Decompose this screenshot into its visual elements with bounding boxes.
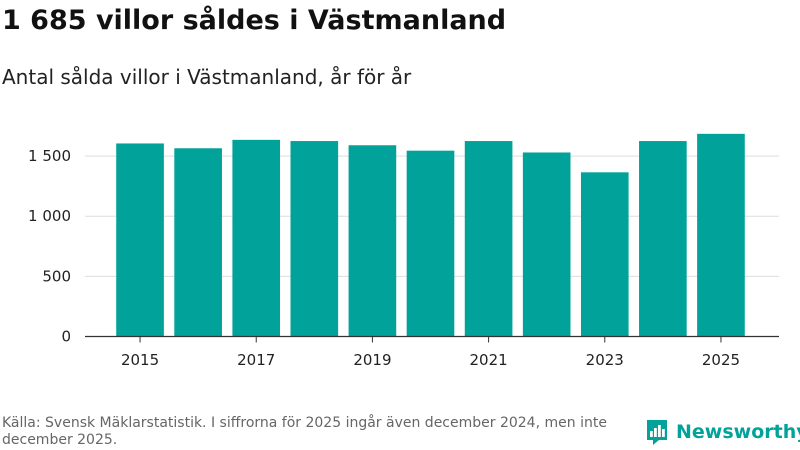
bar-2025: [697, 133, 745, 337]
bar-2022: [522, 152, 571, 337]
x-tick-label: 2017: [237, 351, 275, 369]
y-tick-label: 1 500: [28, 147, 71, 165]
chart-subtitle: Antal sålda villor i Västmanland, år för…: [2, 65, 412, 89]
bar-2020: [406, 150, 455, 337]
bar-2018: [290, 141, 339, 337]
bar-chart: 0 500 1 000 1 500 2015 2017 2019 2021 2023 2025: [28, 133, 779, 369]
newsworthy-logo: Newsworthy: [645, 418, 800, 446]
brand-name: Newsworthy: [676, 421, 800, 443]
source-note: Källa: Svensk Mäklarstatistik. I siffror…: [2, 415, 607, 448]
bar-2021: [464, 141, 513, 337]
x-tick-label: 2015: [121, 351, 159, 369]
x-tick-label: 2025: [702, 351, 740, 369]
x-tick-label: 2019: [353, 351, 391, 369]
y-tick-label: 0: [61, 328, 71, 346]
bar-2019: [348, 145, 397, 337]
x-axis-ticks: 2015 2017 2019 2021 2023 2025: [121, 336, 740, 369]
bar-chart-logo-icon: [647, 420, 667, 445]
y-tick-label: 1 000: [28, 207, 71, 225]
x-tick-label: 2023: [586, 351, 624, 369]
x-tick-label: 2021: [469, 351, 507, 369]
y-axis-ticks: 0 500 1 000 1 500: [28, 147, 71, 345]
bars: [116, 133, 745, 337]
bar-2016: [174, 148, 222, 337]
chart-title: 1 685 villor såldes i Västmanland: [2, 5, 507, 36]
bar-2017: [232, 139, 281, 337]
y-tick-label: 500: [42, 267, 71, 285]
bar-2023: [580, 172, 629, 337]
bar-2015: [116, 143, 164, 337]
bar-2024: [639, 141, 687, 337]
